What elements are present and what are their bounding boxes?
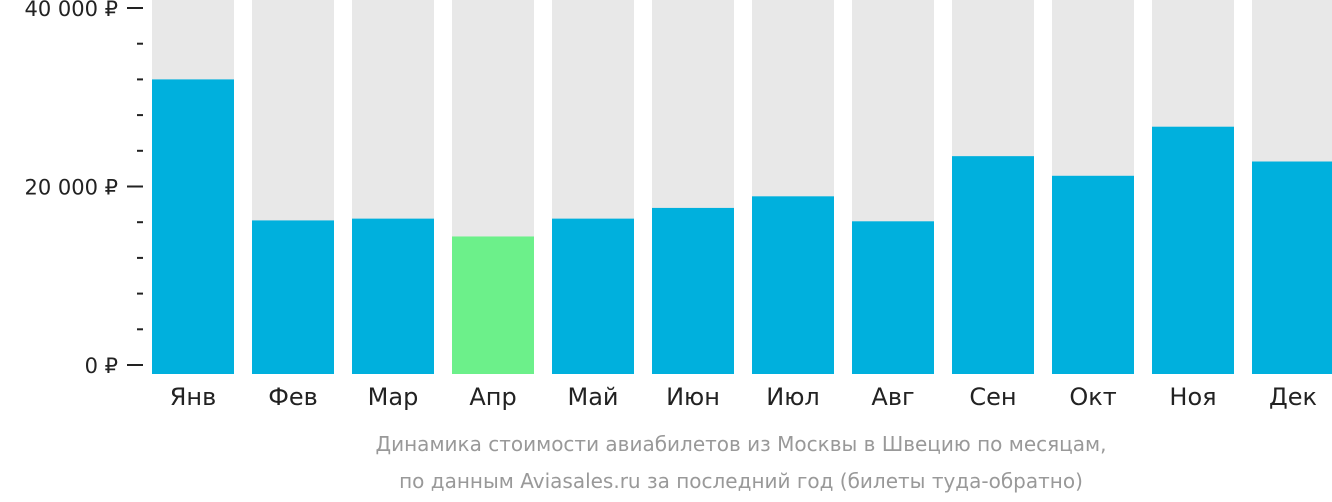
bar-Апр[interactable] [452,236,534,374]
bar-Авг[interactable] [852,221,934,374]
x-axis-labels: Янв Фев Мар Апр Май Июн Июл Авг Сен Окт Ноя Дек [170,383,1317,411]
chart-caption-line-1: Динамика стоимости авиабилетов из Москвы… [375,432,1106,456]
bar-Июн[interactable] [652,207,734,374]
bar-Окт[interactable] [1052,175,1134,374]
y-axis: 0 ₽ 20 000 ₽ 40 000 ₽ [24,0,143,378]
bar-Фев[interactable] [252,220,334,374]
y-tick-label: 40 000 ₽ [24,0,118,21]
bars-group [152,0,1332,375]
bar-Янв[interactable] [152,79,234,375]
x-category-label: Янв [170,383,217,411]
x-category-label: Июл [766,383,820,411]
x-category-label: Окт [1069,383,1116,411]
bar-Мар[interactable] [352,218,434,374]
bar-Дек[interactable] [1252,161,1332,374]
x-category-label: Май [567,383,618,411]
bar-Май[interactable] [552,218,634,374]
x-category-label: Фев [268,383,318,411]
x-category-label: Ноя [1169,383,1216,411]
bar-Сен[interactable] [952,156,1034,374]
y-tick-label: 20 000 ₽ [24,176,118,200]
bar-Ноя[interactable] [1152,126,1234,374]
x-category-label: Апр [469,383,516,411]
x-category-label: Авг [871,383,914,411]
x-category-label: Сен [969,383,1016,411]
x-category-label: Дек [1269,383,1317,411]
chart-caption-line-2: по данным Aviasales.ru за последний год … [399,469,1083,493]
bar-Июл[interactable] [752,196,834,374]
x-category-label: Июн [666,383,720,411]
y-tick-label: 0 ₽ [85,354,118,378]
x-category-label: Мар [368,383,419,411]
